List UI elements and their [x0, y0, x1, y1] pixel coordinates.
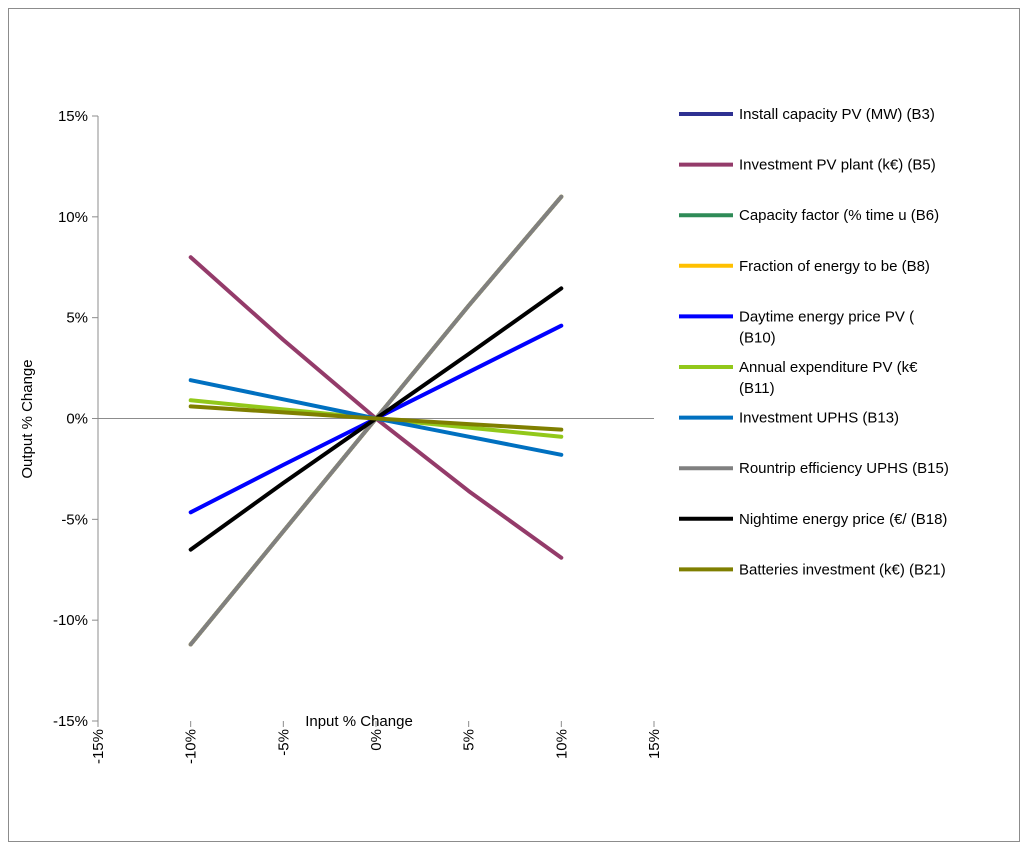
- legend-label-8: Rountrip efficiency UPHS (B15): [739, 460, 949, 477]
- y-tick-label: -5%: [61, 511, 88, 528]
- x-tick-label: 15%: [646, 729, 663, 759]
- series-line-10: [188, 404, 564, 432]
- legend-label-1: Install capacity PV (MW) (B3): [739, 106, 935, 123]
- legend-label-2: Investment PV plant (k€) (B5): [739, 157, 936, 174]
- x-tick-label: -5%: [275, 729, 292, 756]
- legend-label-3: Capacity factor (% time u (B6): [739, 207, 939, 224]
- x-axis-title: Input % Change: [305, 713, 413, 730]
- legend-label-line: (B10): [739, 329, 776, 346]
- legend-label-line: Install capacity PV (MW) (B3): [739, 106, 935, 123]
- x-tick-label: -10%: [183, 729, 200, 764]
- x-tick-label: -15%: [90, 729, 107, 764]
- legend: Install capacity PV (MW) (B3) Investment …: [679, 106, 949, 578]
- legend-label-line: Investment UPHS (B13): [739, 410, 899, 427]
- legend-label-5: Daytime energy price PV ( (B10): [739, 308, 914, 346]
- y-tick-label: 5%: [66, 310, 88, 327]
- plot-area: [188, 194, 564, 647]
- axes: -15% -10% -5% 0% 5% 10% 15% -15% -10% -5% 0% 5% 10% 1…: [53, 108, 663, 764]
- legend-label-6: Annual expenditure PV (k€ (B11): [739, 359, 918, 397]
- x-tick-label: 10%: [553, 729, 570, 759]
- y-tick-label: 0%: [66, 411, 88, 428]
- legend-label-line: Batteries investment (k€) (B21): [739, 561, 946, 578]
- legend-label-line: Daytime energy price PV (: [739, 308, 914, 325]
- sensitivity-chart: -15% -10% -5% 0% 5% 10% 15% -15% -10% -5% 0% 5% 10% 1…: [19, 106, 949, 764]
- legend-label-10: Batteries investment (k€) (B21): [739, 561, 946, 578]
- legend-label-line: Annual expenditure PV (k€: [739, 359, 918, 376]
- x-tick-label: 0%: [368, 729, 385, 751]
- legend-label-4: Fraction of energy to be (B8): [739, 258, 930, 275]
- legend-label-line: Fraction of energy to be (B8): [739, 258, 930, 275]
- y-tick-label: 15%: [58, 108, 88, 125]
- y-tick-label: -15%: [53, 713, 88, 730]
- legend-label-line: (B11): [739, 380, 775, 397]
- chart-frame: -15% -10% -5% 0% 5% 10% 15% -15% -10% -5% 0% 5% 10% 1…: [8, 8, 1020, 842]
- y-tick-label: 10%: [58, 209, 88, 226]
- x-tick-label: 5%: [461, 729, 478, 751]
- legend-label-line: Nightime energy price (€/ (B18): [739, 511, 947, 528]
- legend-label-line: Rountrip efficiency UPHS (B15): [739, 460, 949, 477]
- y-tick-label: -10%: [53, 612, 88, 629]
- legend-label-7: Investment UPHS (B13): [739, 410, 899, 427]
- legend-label-9: Nightime energy price (€/ (B18): [739, 511, 947, 528]
- legend-label-line: Capacity factor (% time u (B6): [739, 207, 939, 224]
- axis-labels: Input % Change Output % Change: [19, 359, 413, 730]
- y-axis-title: Output % Change: [19, 359, 36, 478]
- legend-label-line: Investment PV plant (k€) (B5): [739, 157, 936, 174]
